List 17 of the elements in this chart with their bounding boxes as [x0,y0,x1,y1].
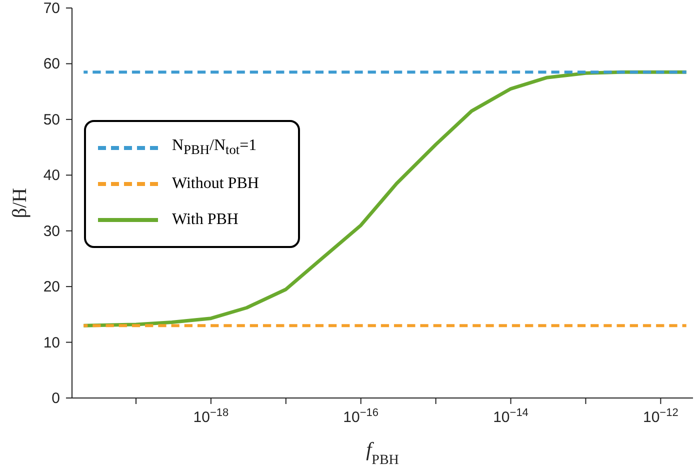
y-tick-label: 40 [43,167,60,184]
x-axis-title: f$_{PBH}$ [366,439,399,468]
y-tick-label: 0 [52,390,60,407]
x-tick-label: 10$^{−18}$ [193,407,229,426]
legend-label: Without PBH [172,175,259,193]
x-tick-label: 10$^{−14}$ [493,407,528,426]
y-axis-title: β/H [9,188,31,218]
y-tick-label: 30 [43,222,60,240]
legend-label: N$_{PBH}$/N$_{tot}$=1 [172,137,257,159]
x-tick-label: 10$^{−12}$ [642,407,678,426]
y-tick-label: 50 [43,111,60,128]
x-tick-label: 10$^{−16}$ [343,407,379,426]
y-tick-label: 10 [43,334,60,352]
y-tick-label: 60 [43,56,60,73]
y-tick-label: 20 [43,278,60,296]
y-tick-label: 70 [43,0,60,17]
legend-label: With PBH [172,211,238,229]
